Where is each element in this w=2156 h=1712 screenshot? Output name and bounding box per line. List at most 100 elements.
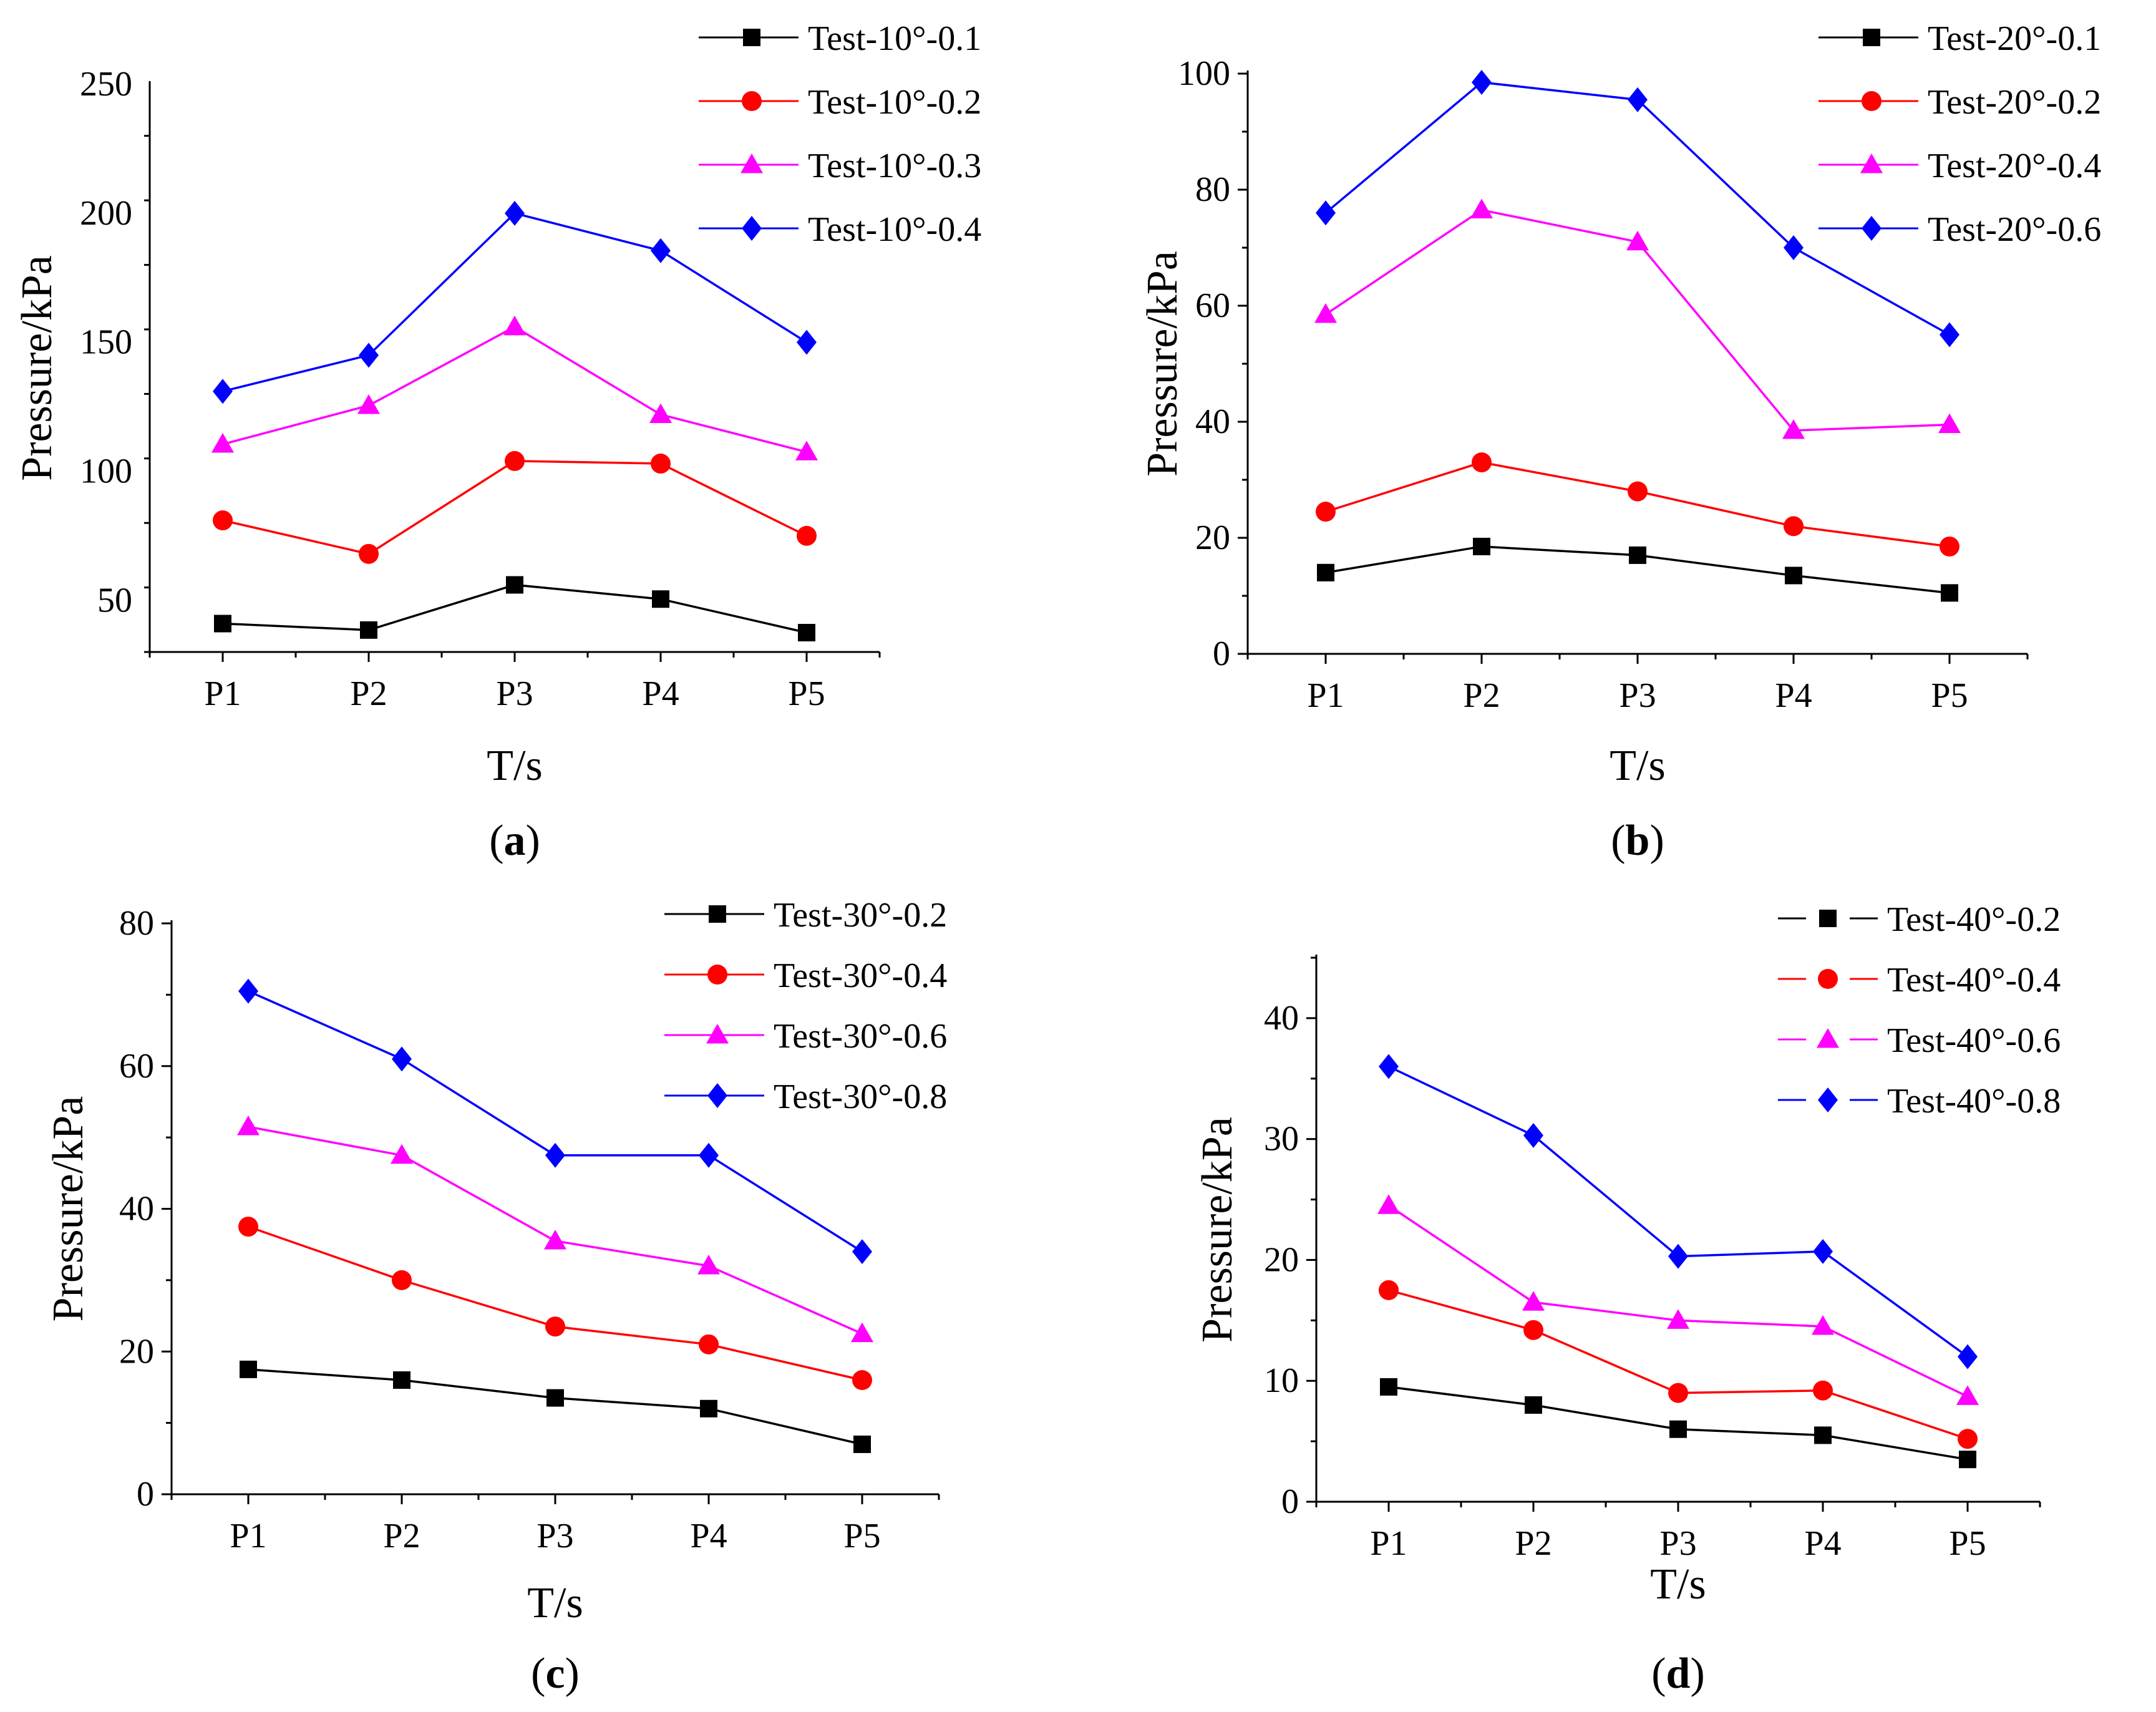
data-point <box>1470 198 1493 219</box>
data-point <box>795 440 818 460</box>
legend-marker <box>743 29 760 46</box>
panel-label: (b) <box>1611 817 1664 865</box>
legend-marker <box>709 905 726 923</box>
data-point <box>1669 1420 1687 1438</box>
data-point <box>1959 1451 1976 1469</box>
legend-label: Test-40°-0.8 <box>1887 1082 2061 1121</box>
data-point <box>1523 1320 1543 1340</box>
data-point <box>1472 69 1492 95</box>
series-line-4 <box>248 990 863 1253</box>
x-tick-label: P3 <box>537 1517 573 1555</box>
data-point <box>1813 1238 1833 1264</box>
x-tick-label: P2 <box>1515 1524 1551 1563</box>
data-point <box>1629 546 1646 564</box>
y-tick-label: 40 <box>119 1190 154 1228</box>
x-tick-label: P3 <box>1619 676 1656 715</box>
x-tick-label: P4 <box>1775 676 1812 715</box>
legend-label: Test-10°-0.3 <box>808 147 981 185</box>
data-point <box>1813 1380 1833 1401</box>
data-point <box>391 1144 413 1164</box>
legend-marker <box>707 965 727 985</box>
data-point <box>545 1316 565 1337</box>
data-point <box>649 403 672 423</box>
data-point <box>1472 452 1492 473</box>
x-tick-label: P4 <box>690 1517 727 1555</box>
legend-marker <box>707 1083 727 1108</box>
x-tick-label: P5 <box>1949 1524 1986 1563</box>
series-line-4 <box>222 212 807 392</box>
series-line-3 <box>1388 1204 1968 1398</box>
data-point <box>700 1399 717 1418</box>
legend-marker <box>1863 29 1880 46</box>
legend-label: Test-30°-0.6 <box>774 1017 947 1056</box>
x-tick-label: P2 <box>383 1517 420 1555</box>
series-line-2 <box>1325 461 1950 548</box>
data-point <box>697 1255 720 1275</box>
y-tick-label: 20 <box>1264 1240 1299 1279</box>
data-point <box>1940 322 1959 348</box>
data-point <box>393 1371 410 1389</box>
data-point <box>392 1046 412 1072</box>
data-point <box>852 1239 872 1265</box>
x-axis-label: T/s <box>1650 1560 1706 1608</box>
data-point <box>392 1270 412 1290</box>
chart-panel-d: 0 10 20 30 40 P1 P2 P3 P4 P5 Pressure/kPa T/s (d) Tes… <box>1193 900 2061 1698</box>
legend-label: Test-10°-0.2 <box>808 83 981 122</box>
y-tick-label: 40 <box>1264 999 1299 1038</box>
legend-label: Test-20°-0.4 <box>1928 147 2101 185</box>
data-point <box>1525 1396 1542 1414</box>
legend-label: Test-30°-0.2 <box>774 896 947 935</box>
y-tick-label: 30 <box>1264 1120 1299 1159</box>
data-point <box>1379 1054 1399 1079</box>
y-tick-label: 40 <box>1195 402 1230 441</box>
legend-marker <box>1817 1028 1839 1048</box>
data-point <box>1958 1344 1978 1369</box>
chart-panel-c: 0 20 40 60 80 P1 P2 P3 P4 P5 Pressure/kPa T/s (c) Tes… <box>44 896 947 1698</box>
chart-panel-b: 0 20 40 60 80 100 P1 P2 P3 P4 P5 Pressure/kPa T/s (b)… <box>1139 19 2101 865</box>
y-tick-label: 60 <box>119 1047 154 1086</box>
data-point <box>1626 230 1649 251</box>
data-point <box>1784 516 1804 537</box>
legend-marker <box>706 1024 729 1044</box>
data-point <box>214 615 231 633</box>
data-point <box>544 1229 566 1250</box>
y-axis-label: Pressure/kPa <box>44 1096 92 1322</box>
panel-label: (a) <box>489 817 540 865</box>
data-point <box>359 343 379 368</box>
x-tick-label: P1 <box>1307 676 1344 715</box>
data-point <box>360 621 377 639</box>
data-point <box>1316 200 1336 226</box>
x-tick-label: P1 <box>230 1517 266 1555</box>
data-point <box>798 623 815 641</box>
y-tick-label: 20 <box>119 1332 154 1371</box>
x-tick-label: P5 <box>843 1517 880 1555</box>
x-tick-label: P2 <box>1463 676 1500 715</box>
data-point <box>546 1389 564 1407</box>
data-point <box>359 543 379 564</box>
x-tick-label: P4 <box>642 674 679 713</box>
data-point <box>651 238 671 263</box>
legend-marker <box>1860 153 1883 173</box>
data-point <box>797 329 817 355</box>
y-tick-label: 100 <box>80 452 132 490</box>
data-point <box>238 978 258 1004</box>
legend-marker <box>1818 969 1838 989</box>
data-point <box>1668 1243 1688 1269</box>
legend-label: Test-10°-0.1 <box>808 19 981 58</box>
data-point <box>1317 563 1334 581</box>
data-point <box>699 1142 719 1168</box>
legend-label: Test-20°-0.1 <box>1928 19 2101 58</box>
data-point <box>505 450 525 471</box>
data-point <box>505 200 525 226</box>
y-tick-label: 10 <box>1264 1361 1299 1400</box>
y-tick-label: 200 <box>80 194 132 233</box>
x-tick-label: P5 <box>1931 676 1968 715</box>
x-tick-label: P2 <box>350 674 387 713</box>
x-tick-label: P3 <box>496 674 533 713</box>
data-point <box>1667 1309 1689 1329</box>
panel-label: (c) <box>531 1650 580 1698</box>
data-point <box>797 525 817 546</box>
data-point <box>213 379 233 404</box>
legend-marker <box>742 216 762 241</box>
